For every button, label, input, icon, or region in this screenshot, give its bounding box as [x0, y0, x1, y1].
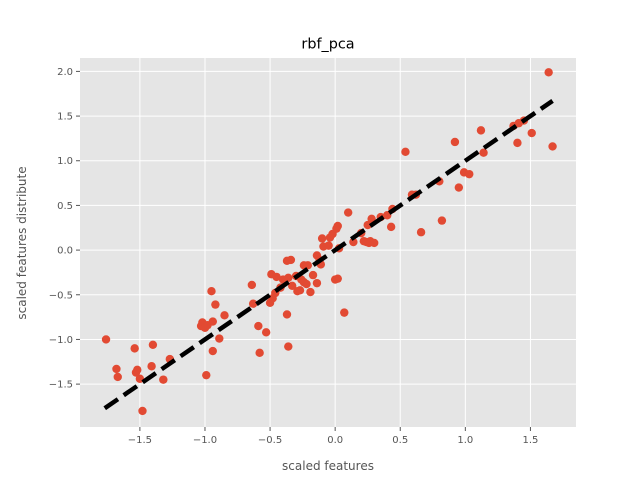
x-tick-label: 1.5 — [522, 435, 538, 446]
y-tick-label: 0.5 — [57, 201, 73, 212]
scatter-point — [112, 364, 121, 374]
x-tick-label: −1.0 — [193, 435, 217, 446]
scatter-point — [349, 237, 358, 247]
scatter-point — [208, 346, 217, 356]
scatter-point — [450, 137, 460, 147]
scatter-point — [476, 126, 486, 135]
scatter-point — [286, 255, 296, 265]
identity-dashed-line — [103, 99, 554, 411]
y-axis-label: scaled features distribute — [15, 166, 29, 319]
x-tick-label: 0.0 — [327, 435, 343, 446]
scatter-point — [248, 299, 258, 308]
scatter-point — [363, 220, 372, 230]
scatter-point — [295, 286, 305, 295]
scatter-point — [215, 334, 224, 343]
scatter-point — [282, 310, 292, 319]
scatter-point — [343, 208, 353, 217]
scatter-point — [133, 365, 142, 375]
scatter-point — [147, 362, 156, 371]
scatter-point — [386, 222, 396, 232]
x-axis: −1.5 −1.0 −0.5 0.0 0.5 1.0 1.5 — [128, 427, 538, 446]
scatter-point — [113, 372, 122, 382]
scatter-point — [340, 308, 349, 317]
scatter-point — [284, 342, 293, 351]
x-tick-label: −1.5 — [128, 435, 152, 446]
scatter-point — [138, 406, 147, 416]
scatter-point — [148, 340, 158, 350]
scatter-point — [208, 317, 217, 326]
scatter-point — [454, 183, 464, 192]
y-tick-label: 0.0 — [57, 246, 73, 257]
scatter-point — [317, 234, 327, 243]
scatter-point — [333, 221, 342, 231]
x-tick-label: 1.0 — [457, 435, 473, 446]
scatter-point — [272, 272, 281, 282]
scatter-point — [513, 138, 522, 148]
scatter-point — [548, 142, 557, 151]
scatter-point — [416, 228, 426, 237]
scatter-point — [284, 273, 293, 282]
scatter-point — [303, 261, 313, 270]
x-axis-label: scaled features — [282, 459, 374, 473]
y-tick-label: 1.5 — [57, 112, 73, 123]
scatter-point — [211, 300, 220, 309]
scatter-point — [465, 169, 474, 179]
scatter-point — [479, 148, 488, 157]
scatter-point — [220, 311, 229, 320]
scatter-point — [544, 68, 553, 77]
scatter-point — [324, 241, 333, 250]
y-tick-label: −1.0 — [49, 335, 73, 346]
scatter-point — [370, 238, 379, 248]
scatter-point — [101, 335, 111, 344]
y-tick-label: 1.0 — [57, 156, 73, 167]
plot-area — [80, 58, 576, 427]
scatter-point — [202, 370, 211, 380]
scatter-point — [254, 321, 263, 331]
x-tick-label: −0.5 — [258, 435, 282, 446]
scatter-point — [207, 286, 216, 296]
scatter-point — [306, 287, 315, 297]
scatter-point — [287, 281, 297, 291]
scatter-point — [437, 216, 447, 225]
scatter-point — [401, 147, 410, 157]
scatter-point — [159, 375, 168, 384]
y-tick-label: −1.5 — [49, 380, 73, 391]
scatter-point — [312, 278, 322, 288]
y-tick-label: 2.0 — [57, 67, 73, 78]
scatter-point — [255, 348, 264, 358]
scatter-point — [527, 128, 536, 138]
scatter-point — [302, 279, 311, 289]
scatter-point — [130, 344, 139, 353]
y-axis: −1.5 −1.0 −0.5 0.0 0.5 1.0 1.5 2.0 — [49, 67, 80, 391]
x-tick-label: 0.5 — [392, 435, 408, 446]
y-tick-label: −0.5 — [49, 290, 73, 301]
scatter-point — [308, 270, 318, 280]
scatter-point — [261, 328, 271, 337]
chart-title: rbf_pca — [301, 37, 354, 53]
scatter-point — [247, 280, 257, 290]
scatter-point — [333, 274, 342, 283]
